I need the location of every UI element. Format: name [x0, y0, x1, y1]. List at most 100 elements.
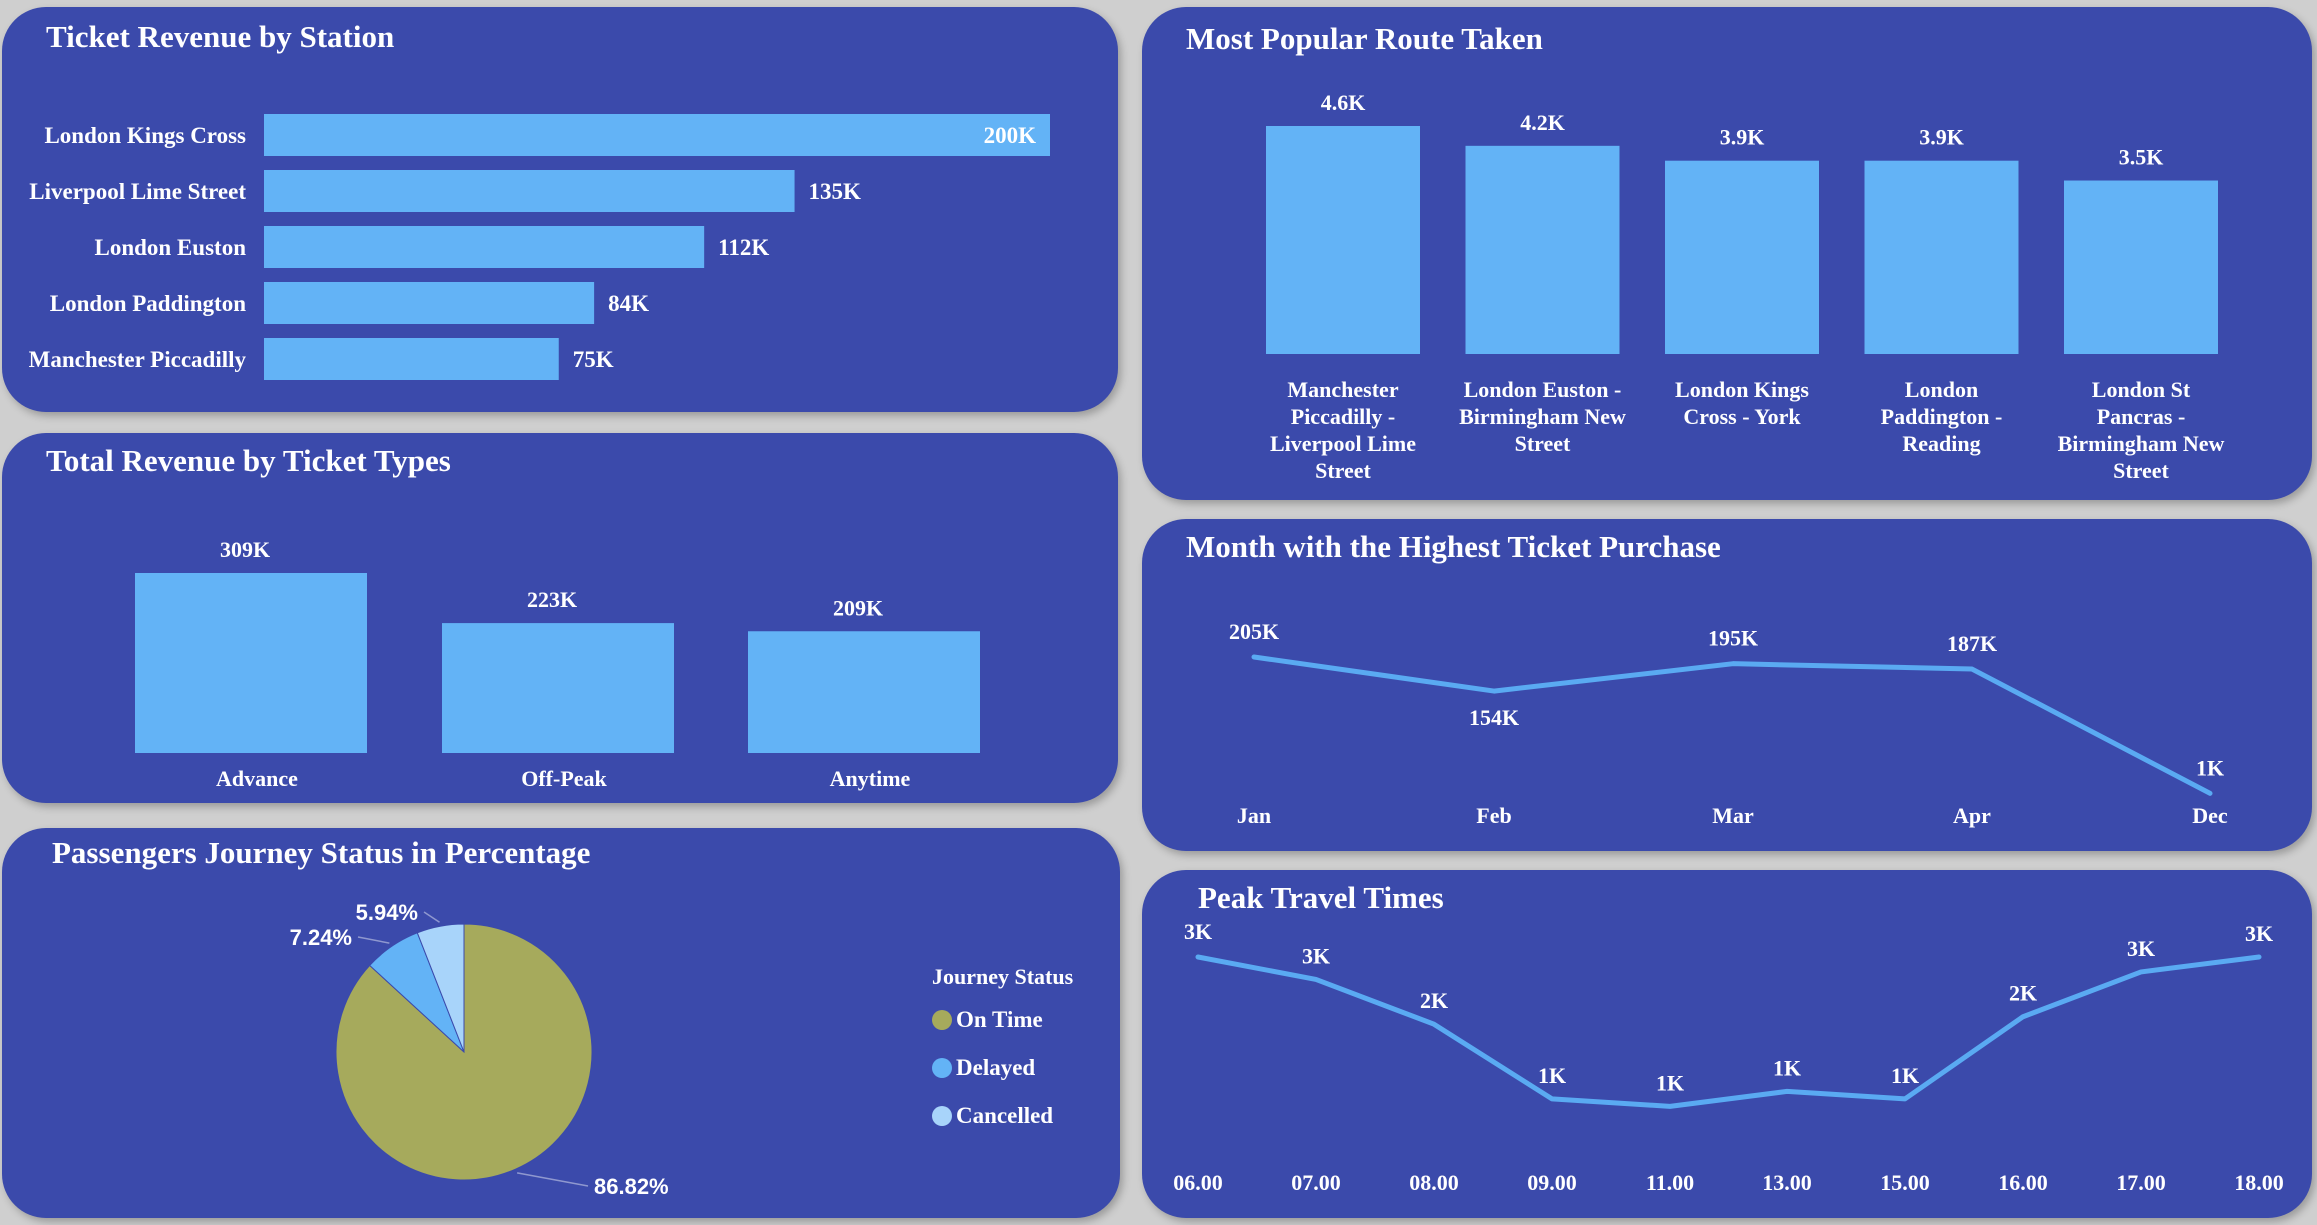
bar: [264, 282, 595, 324]
journey-status-pie: 86.82% 7.24%5.94%: [290, 900, 669, 1199]
data-label: 3K: [2127, 936, 2155, 961]
data-label: 4.6K: [1321, 90, 1366, 115]
leader-line: [516, 1172, 589, 1187]
data-label: 154K: [1469, 705, 1519, 730]
category-label: Advance: [216, 766, 298, 791]
peak-times-panel: Peak Travel Times 3K 06.00 3K 07.00 2K 08.00 1…: [1142, 870, 2312, 1218]
legend-title: Journey Status: [932, 964, 1074, 989]
leader-line: [423, 911, 440, 923]
data-label: 1K: [1891, 1063, 1919, 1088]
category-label: Manchester Piccadilly: [29, 347, 247, 372]
popular-route-chart: 4.6K Manchester Piccadilly -Liverpool Lime…: [1266, 90, 2225, 483]
leader-line: [357, 936, 390, 944]
data-label: 3K: [1184, 919, 1212, 944]
bar: [1864, 160, 2019, 354]
panel-title: Total Revenue by Ticket Types: [46, 443, 451, 478]
bar: [264, 226, 705, 268]
journey-status-panel: Passengers Journey Status in Percentage …: [2, 828, 1120, 1218]
panel-title: Month with the Highest Ticket Purchase: [1186, 529, 1721, 564]
category-label: London Euston -Birmingham New Street: [1459, 377, 1626, 456]
category-label: 13.00: [1762, 1170, 1812, 1195]
category-label: Liverpool Lime Street: [29, 179, 246, 204]
bar: [1266, 126, 1420, 354]
data-label: 3K: [1302, 943, 1330, 968]
category-label: Apr: [1953, 803, 1991, 828]
bar: [1465, 145, 1620, 354]
data-label: 112K: [718, 235, 769, 260]
data-label: 209K: [833, 595, 883, 620]
bar: [264, 338, 559, 380]
bar: [442, 623, 674, 753]
category-label: 17.00: [2116, 1170, 2166, 1195]
data-label: 3.9K: [1720, 125, 1765, 150]
category-label: London St Pancras -Birmingham New Street: [2058, 377, 2225, 483]
category-label: Manchester Piccadilly -Liverpool Lime Stre…: [1270, 377, 1416, 483]
legend-item-delayed[interactable]: Delayed: [932, 1044, 1073, 1092]
on-time-swatch-icon: [932, 1010, 952, 1030]
station-revenue-panel: Ticket Revenue by Station London Kings C…: [2, 7, 1118, 412]
data-label: 309K: [220, 537, 270, 562]
peak-times-chart: 3K 06.00 3K 07.00 2K 08.00 1K 09.00 1K 11.00 1K 13.…: [1173, 919, 2284, 1195]
bar: [1665, 160, 1819, 354]
station-revenue-chart: London Kings Cross 200K Liverpool Lime Str…: [29, 114, 1050, 380]
ticket-types-chart: 309K Advance 223K Off-Peak 209K Anytime: [135, 537, 980, 791]
slice-label: 7.24%: [290, 925, 352, 950]
data-label: 2K: [1420, 988, 1448, 1013]
series-line: [1195, 954, 2262, 1109]
data-label: 200K: [984, 123, 1037, 148]
data-label: 1K: [1773, 1055, 1801, 1080]
data-label: 3.5K: [2119, 145, 2164, 170]
data-label: 135K: [809, 179, 862, 204]
bar: [135, 573, 367, 753]
data-label: 3.9K: [1919, 125, 1964, 150]
category-label: London Kings Cross - York: [1675, 377, 1809, 429]
bar: [264, 170, 795, 212]
monthly-purchase-panel: Month with the Highest Ticket Purchase 2…: [1142, 519, 2312, 851]
data-label: 1K: [1656, 1070, 1684, 1095]
delayed-swatch-icon: [932, 1058, 952, 1078]
data-label: 2K: [2009, 981, 2037, 1006]
legend-label: Delayed: [956, 1055, 1036, 1080]
category-label: 07.00: [1291, 1170, 1341, 1195]
monthly-purchase-chart: 205K Jan 154K Feb 195K Mar 187K Apr 1K Dec: [1229, 619, 2228, 828]
ticket-types-panel: Total Revenue by Ticket Types 309K Advanc…: [2, 433, 1118, 803]
category-label: 18.00: [2234, 1170, 2284, 1195]
category-label: 06.00: [1173, 1170, 1223, 1195]
category-label: Dec: [2192, 803, 2228, 828]
panel-title: Peak Travel Times: [1198, 880, 1444, 915]
data-label: 84K: [608, 291, 649, 316]
category-label: 11.00: [1646, 1170, 1694, 1195]
legend-item-cancelled[interactable]: Cancelled: [932, 1092, 1073, 1140]
data-label: 187K: [1947, 631, 1997, 656]
data-label: 4.2K: [1520, 110, 1565, 135]
data-label: 75K: [573, 347, 614, 372]
bar: [2064, 180, 2218, 354]
panel-title: Ticket Revenue by Station: [46, 19, 395, 54]
popular-route-panel: Most Popular Route Taken 4.6K Manchester P…: [1142, 7, 2312, 500]
journey-legend: Journey Status On Time Delayed Cancelled: [932, 964, 1073, 1140]
cancelled-swatch-icon: [932, 1106, 952, 1126]
panel-title: Most Popular Route Taken: [1186, 21, 1543, 56]
data-label: 195K: [1708, 626, 1758, 651]
slice-label: 86.82%: [594, 1174, 669, 1199]
data-label: 1K: [2196, 755, 2224, 780]
category-label: London Paddington: [50, 291, 246, 316]
bar: [748, 631, 980, 753]
panel-title: Passengers Journey Status in Percentage: [52, 835, 591, 870]
category-label: Mar: [1712, 803, 1754, 828]
category-label: London Euston: [95, 235, 247, 260]
category-label: 15.00: [1880, 1170, 1930, 1195]
category-label: Jan: [1237, 803, 1271, 828]
data-label: 205K: [1229, 619, 1279, 644]
category-label: 16.00: [1998, 1170, 2048, 1195]
category-label: Off-Peak: [521, 766, 607, 791]
data-label: 1K: [1538, 1063, 1566, 1088]
legend-label: Cancelled: [956, 1103, 1054, 1128]
bar: [264, 114, 1050, 156]
category-label: 08.00: [1409, 1170, 1459, 1195]
category-label: Feb: [1476, 803, 1511, 828]
legend-item-on-time[interactable]: On Time: [932, 996, 1073, 1044]
category-label: 09.00: [1527, 1170, 1577, 1195]
legend-label: On Time: [956, 1007, 1043, 1032]
slice-label: 5.94%: [356, 900, 418, 925]
